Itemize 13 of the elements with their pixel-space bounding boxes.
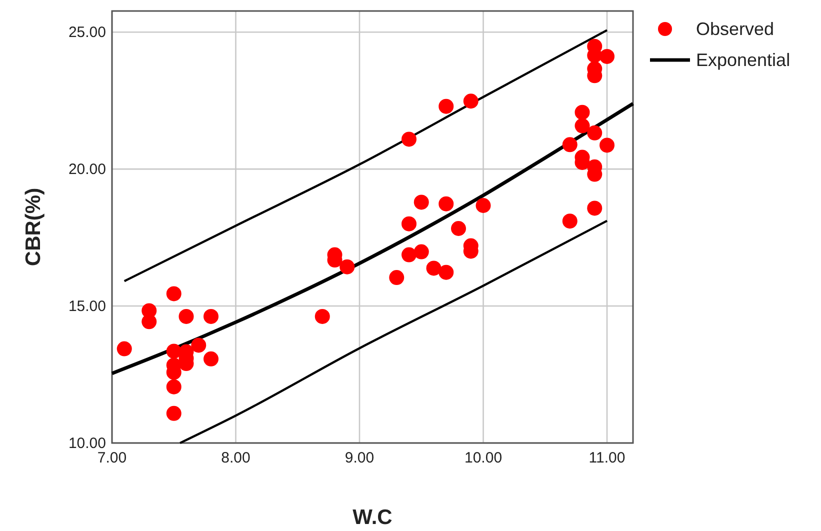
legend-label: Observed [696, 19, 774, 39]
x-tick-label: 9.00 [344, 450, 374, 466]
y-tick-label: 25.00 [68, 24, 106, 41]
y-tick-label: 10.00 [68, 434, 106, 452]
legend-label: Exponential [696, 50, 790, 70]
y-axis-title: CBR(%) [22, 188, 45, 266]
x-tick-label: 10.00 [464, 450, 502, 466]
y-tick-label: 20.00 [68, 160, 106, 178]
x-tick-label: 11.00 [588, 450, 626, 466]
x-axis-title: W.C [352, 506, 392, 529]
x-tick-label: 8.00 [221, 450, 250, 466]
y-tick-label: 15.00 [68, 298, 106, 315]
x-tick-label: 7.00 [97, 450, 127, 466]
